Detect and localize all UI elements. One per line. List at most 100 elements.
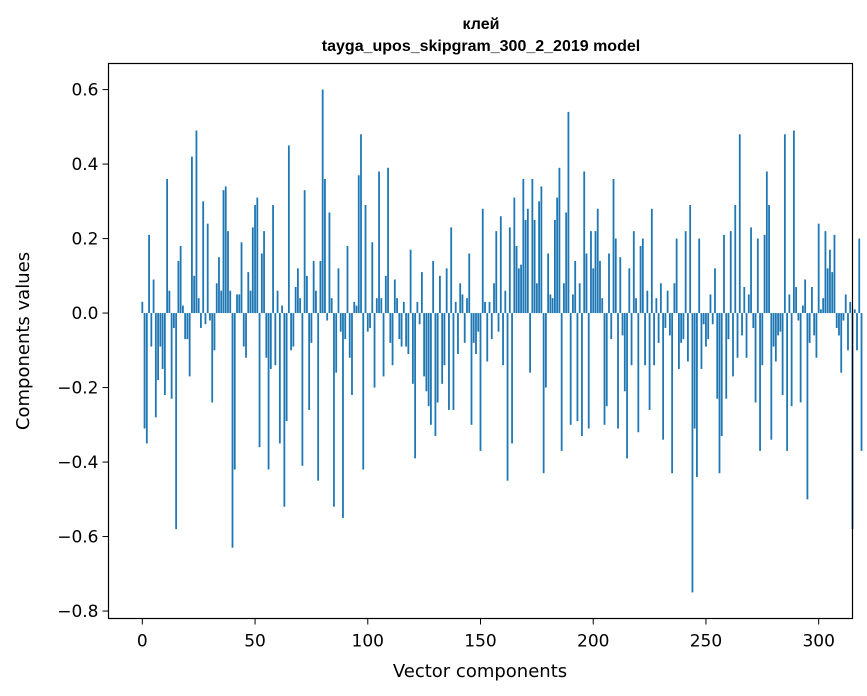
bar <box>619 257 622 314</box>
bar <box>418 313 421 325</box>
bar <box>387 167 389 314</box>
bar <box>393 279 396 314</box>
bar <box>150 313 153 347</box>
bar <box>457 313 459 355</box>
bar <box>630 313 633 366</box>
bar <box>206 223 209 314</box>
bar <box>209 313 211 321</box>
bar <box>236 294 238 314</box>
bar <box>709 294 712 314</box>
bar <box>222 190 225 314</box>
bar <box>360 134 362 314</box>
bar <box>526 208 529 314</box>
bar <box>265 313 268 358</box>
bar <box>292 313 295 347</box>
bar <box>826 268 829 314</box>
bar <box>653 313 655 366</box>
bar <box>522 178 525 314</box>
bar <box>366 313 369 332</box>
bar <box>567 111 570 314</box>
bar <box>283 313 286 507</box>
bar <box>747 294 750 314</box>
bar <box>258 313 261 448</box>
bar <box>772 313 775 347</box>
x-tick-label: 150 <box>464 632 496 652</box>
bar <box>409 249 412 314</box>
bar <box>684 231 687 314</box>
bar <box>306 275 308 314</box>
bar <box>497 313 500 332</box>
bar <box>301 313 304 466</box>
bar <box>475 313 477 355</box>
bar <box>574 260 577 314</box>
bar <box>402 301 405 314</box>
bar <box>276 290 279 314</box>
bar <box>860 313 863 451</box>
bar <box>576 313 579 422</box>
bar <box>278 313 281 444</box>
chart-subtitle: tayga_upos_skipgram_300_2_2019 model <box>322 38 640 55</box>
bar <box>702 313 705 325</box>
bar <box>786 313 789 451</box>
bar <box>481 208 484 314</box>
bar <box>808 313 811 343</box>
bar <box>792 130 795 314</box>
bar <box>745 313 748 358</box>
bar <box>678 313 680 369</box>
bar <box>168 290 171 314</box>
bar <box>779 313 782 332</box>
bar <box>274 313 277 366</box>
bar <box>657 313 660 343</box>
bar <box>218 257 220 314</box>
bar <box>763 234 766 314</box>
bar <box>434 313 437 436</box>
bar <box>344 313 347 340</box>
bar <box>671 313 674 474</box>
bar <box>459 283 462 314</box>
bar <box>714 268 716 314</box>
bar <box>328 212 331 314</box>
x-tick-label: 200 <box>577 632 609 652</box>
bar <box>477 313 480 332</box>
x-tick-label: 300 <box>802 632 834 652</box>
bar <box>723 234 725 314</box>
bar <box>495 231 498 314</box>
bar <box>820 309 822 314</box>
bar <box>193 275 196 314</box>
bar <box>161 313 164 369</box>
bar <box>824 231 827 314</box>
bar <box>182 305 184 314</box>
bar <box>296 268 299 314</box>
bar <box>414 313 417 459</box>
bar <box>148 234 150 314</box>
bar <box>729 231 732 314</box>
bar <box>529 313 531 373</box>
bar <box>698 238 701 314</box>
bar <box>765 171 768 314</box>
bar <box>220 290 223 314</box>
bar <box>583 171 586 314</box>
bar <box>790 313 793 407</box>
bar <box>544 313 547 388</box>
bar <box>511 313 513 444</box>
x-axis-ticks: 0 50 100 150 200 250 300 <box>137 618 835 652</box>
bar <box>466 298 468 314</box>
bar <box>797 313 800 321</box>
bar <box>621 313 624 336</box>
bar <box>398 313 401 340</box>
bar <box>357 175 360 314</box>
bar <box>200 313 202 328</box>
x-tick-label: 0 <box>137 632 148 652</box>
bar <box>736 313 739 358</box>
bar <box>542 313 545 474</box>
bar <box>439 275 441 314</box>
y-tick-label: 0.6 <box>71 81 98 101</box>
bar <box>170 313 173 399</box>
bar <box>364 205 367 314</box>
bar <box>172 313 175 328</box>
bar <box>472 313 475 343</box>
bar <box>844 294 847 314</box>
bar <box>411 313 414 384</box>
bar <box>463 313 466 343</box>
bar <box>707 313 710 340</box>
